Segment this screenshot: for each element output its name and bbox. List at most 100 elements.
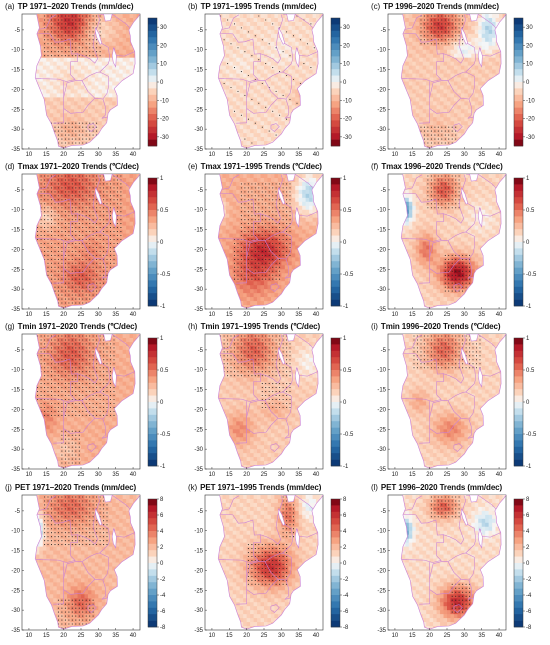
- trend-cell: [257, 45, 261, 51]
- stipple-dot: [44, 55, 46, 57]
- trend-cell: [270, 14, 275, 19]
- trend-cell: [98, 73, 103, 78]
- trend-cell: [42, 73, 47, 78]
- stipple-dot: [444, 19, 446, 21]
- trend-cell: [460, 129, 465, 134]
- trend-cell: [46, 77, 51, 82]
- trend-cell: [274, 105, 279, 110]
- stipple-dot: [71, 39, 73, 41]
- trend-cell: [443, 93, 448, 98]
- stipple-dot: [61, 39, 63, 41]
- trend-cell: [267, 125, 272, 130]
- trend-cell: [229, 89, 234, 94]
- stipple-dot: [458, 31, 460, 33]
- trend-cell: [63, 73, 68, 78]
- stipple-dot: [444, 23, 446, 25]
- trend-cell: [67, 105, 71, 110]
- stipple-dot: [441, 43, 443, 45]
- trend-cell: [298, 73, 303, 78]
- trend-cell: [408, 97, 413, 102]
- stipple-dot: [310, 23, 312, 25]
- trend-cell: [485, 57, 490, 63]
- stipple-dot: [458, 19, 460, 21]
- stipple-dot: [57, 55, 59, 57]
- trend-cell: [426, 77, 431, 82]
- trend-cell: [267, 89, 272, 94]
- trend-cell: [87, 85, 92, 90]
- stipple-dot: [85, 39, 87, 41]
- stipple-dot: [78, 47, 80, 49]
- stipple-dot: [82, 122, 84, 124]
- trend-cell: [443, 117, 448, 122]
- trend-cell: [81, 77, 85, 82]
- trend-cell: [281, 121, 286, 126]
- trend-cell: [119, 61, 124, 67]
- trend-cell: [101, 69, 106, 74]
- trend-cell: [460, 101, 465, 106]
- trend-cell: [257, 21, 261, 27]
- trend-cell: [478, 93, 483, 98]
- trend-cell: [250, 17, 254, 23]
- trend-cell: [257, 85, 261, 90]
- trend-cell: [302, 33, 307, 39]
- trend-cell: [274, 101, 279, 106]
- trend-cell: [450, 121, 455, 126]
- trend-cell: [436, 73, 441, 78]
- trend-cell: [284, 57, 289, 63]
- trend-cell: [284, 97, 289, 102]
- trend-cell: [412, 105, 417, 110]
- border-line: [270, 123, 280, 132]
- trend-cell: [471, 81, 476, 86]
- trend-cell: [126, 25, 130, 31]
- trend-cell: [105, 109, 110, 114]
- trend-cell: [284, 77, 289, 82]
- stipple-dot: [437, 27, 439, 29]
- trend-cell: [112, 37, 117, 43]
- colorbar-segment: [148, 37, 157, 44]
- trend-cell: [94, 97, 99, 102]
- trend-cell: [56, 73, 61, 78]
- trend-cell: [298, 53, 303, 59]
- trend-cell: [67, 61, 71, 67]
- stipple-dot: [275, 47, 277, 49]
- trend-cell: [460, 113, 465, 118]
- trend-cell: [312, 14, 317, 19]
- trend-cell: [433, 65, 437, 70]
- border-line: [81, 71, 110, 100]
- trend-cell: [250, 45, 254, 51]
- stipple-dot: [89, 126, 91, 128]
- trend-cell: [415, 85, 420, 90]
- trend-cell: [495, 57, 500, 63]
- trend-cell: [243, 17, 248, 23]
- stipple-dot: [47, 55, 49, 57]
- stipple-dot: [64, 55, 66, 57]
- trend-cell: [46, 105, 51, 110]
- stipple-dot: [441, 142, 443, 144]
- map-panel: (d) Tmax 1971–2020 Trends (℃/dec) 10 15 20 2…: [2, 162, 185, 323]
- trend-cell: [81, 101, 85, 106]
- stipple-dot: [57, 130, 59, 132]
- stipple-dot: [64, 130, 66, 132]
- stipple-dot: [44, 15, 46, 17]
- trend-cell: [485, 45, 490, 51]
- trend-cell: [77, 65, 82, 70]
- trend-cell: [281, 65, 286, 70]
- stipple-dot: [64, 15, 66, 17]
- x-tick-label: 40: [130, 152, 137, 158]
- trend-cell: [243, 117, 248, 122]
- map-plot: 10 15 20 25 30 35 40-5-10-15-20-25-30-35302010…: [11, 13, 169, 158]
- trend-cell: [253, 133, 258, 138]
- trend-cell: [422, 121, 427, 126]
- trend-cell: [412, 81, 417, 86]
- trend-cell: [298, 21, 303, 27]
- trend-cell: [243, 73, 248, 78]
- trend-cell: [481, 69, 486, 74]
- trend-cell: [450, 65, 455, 70]
- stipple-dot: [430, 35, 432, 37]
- trend-cell: [281, 57, 286, 63]
- trend-cell: [115, 17, 120, 23]
- stipple-dot: [78, 15, 80, 17]
- trend-cell: [408, 17, 413, 23]
- trend-cell: [284, 113, 289, 118]
- trend-cell: [270, 25, 275, 31]
